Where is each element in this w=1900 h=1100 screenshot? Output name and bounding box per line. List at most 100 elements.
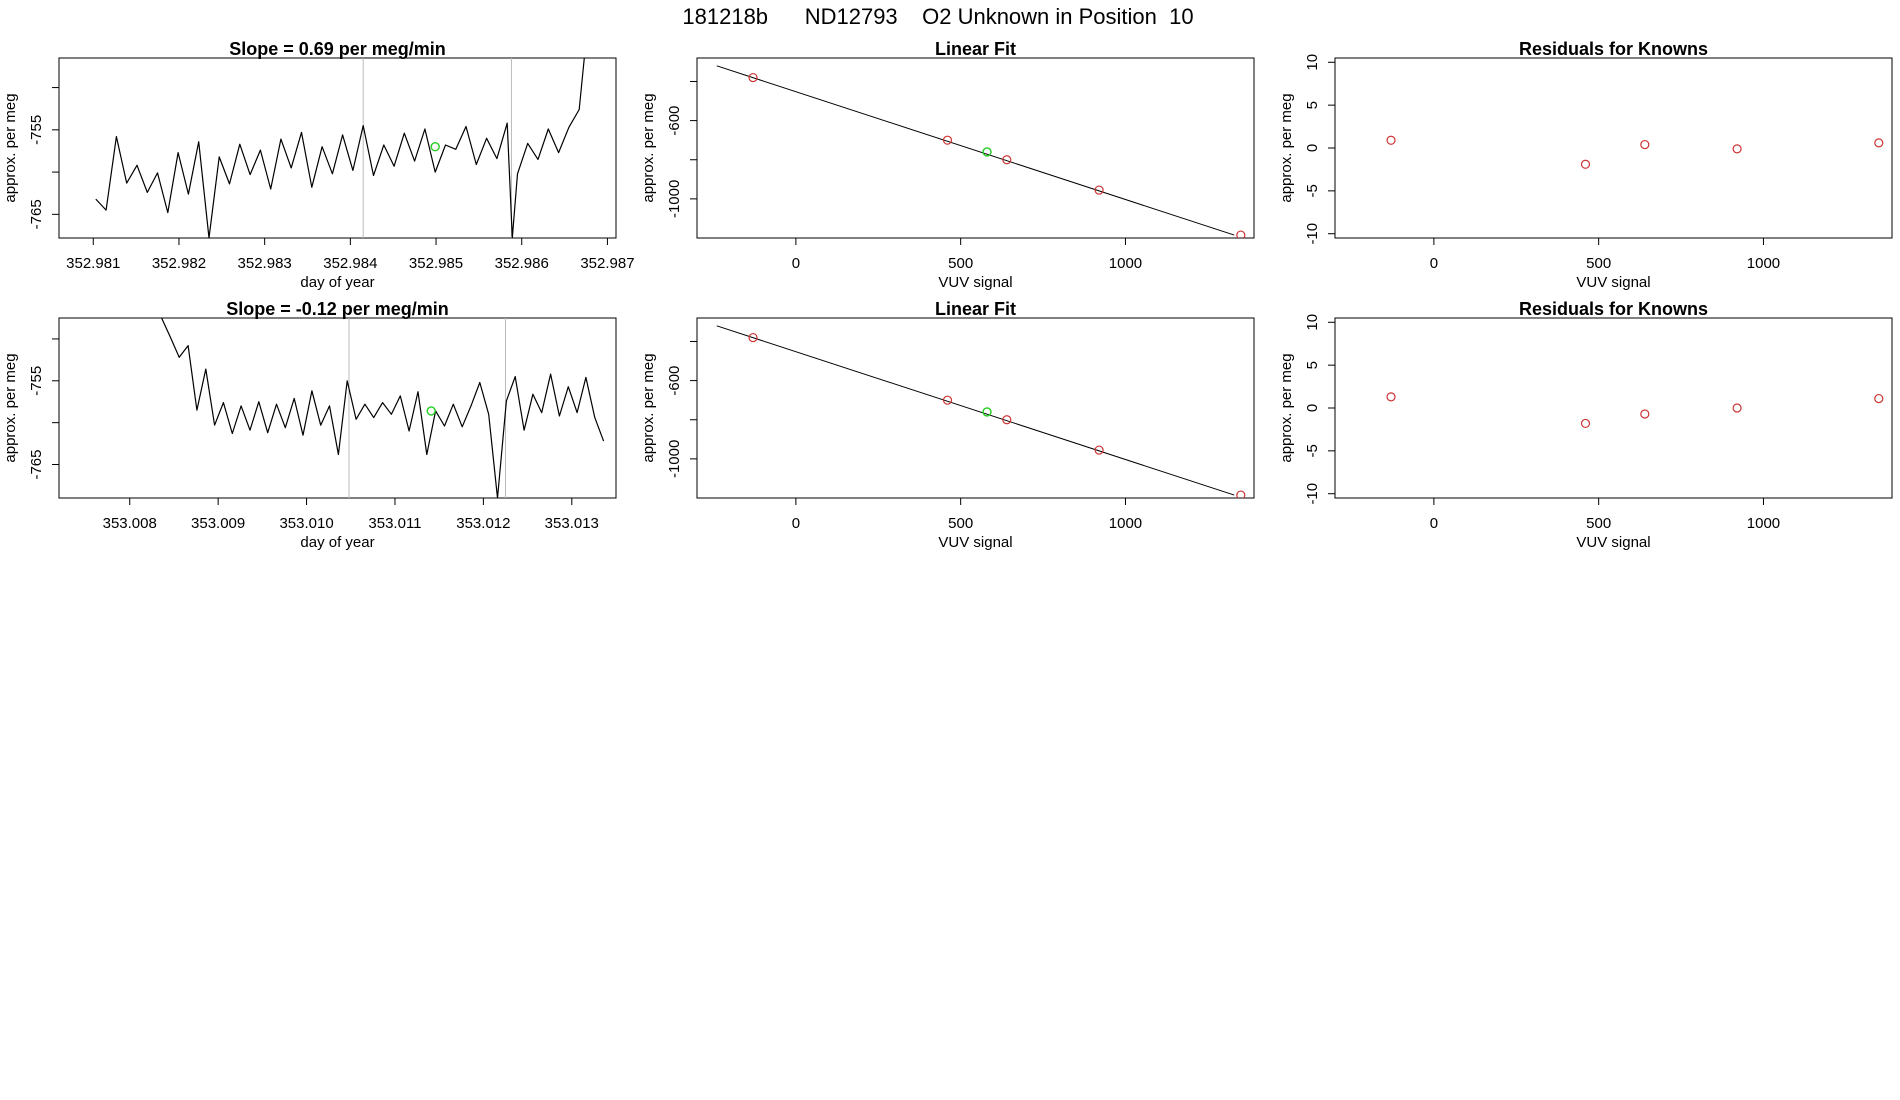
x-axis: 0 500 1000: [792, 237, 1142, 272]
y-tick-label: -1000: [666, 180, 683, 218]
known-point: [1236, 230, 1246, 238]
x-axis: 353.008 353.009 353.010 353.011 353.012 353.0…: [103, 497, 599, 532]
y-axis: 10 5 0 -5 -10: [1304, 54, 1336, 245]
known-point: [942, 395, 953, 405]
y-axis-label: approx. per meg: [2, 93, 19, 202]
chart-title: Slope = 0.69 per meg/min: [229, 39, 446, 59]
unknown-point: [982, 147, 992, 157]
plot-frame: [696, 317, 1255, 499]
known-point: [1002, 155, 1012, 165]
x-tick-label: 352.986: [495, 255, 549, 272]
known-point: [1386, 135, 1396, 145]
x-axis: 0 500 1000: [1430, 497, 1780, 532]
chart-title: Linear Fit: [935, 39, 1016, 59]
known-point: [1094, 445, 1104, 455]
x-tick-label: 353.009: [191, 515, 245, 532]
known-point: [1002, 415, 1012, 425]
y-axis-label: approx. per meg: [640, 93, 657, 202]
y-tick-label: 10: [1304, 54, 1321, 71]
chart-title: Residuals for Knowns: [1519, 39, 1708, 59]
plot-area: [1386, 135, 1884, 169]
x-tick-label: 352.987: [580, 255, 634, 272]
x-axis-label: VUV signal: [938, 274, 1012, 291]
x-tick-label: 352.982: [152, 255, 206, 272]
x-tick-label: 0: [1430, 515, 1438, 532]
known-point: [942, 135, 953, 145]
known-point: [748, 72, 758, 83]
y-tick-label: -5: [1304, 184, 1321, 197]
chart-panel-3: Residuals for Knowns 0 500 1000 VUV signal 10…: [1278, 39, 1893, 291]
y-tick-label: 5: [1304, 101, 1321, 109]
plot-frame: [58, 317, 617, 499]
chart-panel-2: Linear Fit 0 500 1000 VUV signal -600 -1000 app…: [640, 39, 1255, 291]
known-point: [1874, 138, 1884, 148]
y-tick-label: -10: [1304, 223, 1321, 245]
plot-area: [716, 65, 1246, 238]
x-tick-label: 500: [948, 515, 973, 532]
x-axis-label: VUV signal: [938, 534, 1012, 551]
x-axis-label: day of year: [300, 274, 374, 291]
x-axis-label: VUV signal: [1576, 274, 1650, 291]
known-point: [1640, 139, 1650, 150]
x-tick-label: 352.981: [66, 255, 120, 272]
x-tick-label: 0: [792, 255, 800, 272]
x-axis: 0 500 1000: [1430, 237, 1780, 272]
unknown-point: [982, 407, 992, 417]
chart-title: Linear Fit: [935, 299, 1016, 319]
page-title: 181218b ND12793 O2 Unknown in Position 1…: [682, 4, 1193, 29]
plot-area: [95, 58, 585, 238]
x-tick-label: 1000: [1747, 255, 1780, 272]
x-axis: 352.981 352.982 352.983 352.984 352.985 352.9…: [66, 237, 635, 272]
chart-panel-5: Linear Fit 0 500 1000 VUV signal -600 -1000 app…: [640, 299, 1255, 551]
x-tick-label: 352.985: [409, 255, 463, 272]
fit-line: [716, 65, 1235, 236]
plot-area: [161, 318, 605, 498]
x-tick-label: 0: [1430, 255, 1438, 272]
y-tick-label: -5: [1304, 444, 1321, 457]
x-tick-label: 353.011: [368, 515, 421, 532]
x-tick-label: 352.983: [238, 255, 292, 272]
y-axis-label: approx. per meg: [2, 353, 19, 462]
y-axis: -755 -765: [28, 338, 60, 480]
x-tick-label: 353.013: [545, 515, 599, 532]
y-tick-label: -765: [28, 199, 45, 229]
y-axis-label: approx. per meg: [1278, 353, 1295, 462]
plot-frame: [1334, 317, 1893, 499]
y-axis-label: approx. per meg: [1278, 93, 1295, 202]
known-point: [1874, 393, 1884, 404]
known-point: [748, 332, 758, 343]
unknown-point: [430, 142, 440, 152]
x-tick-label: 353.012: [456, 515, 510, 532]
y-tick-label: 0: [1304, 144, 1321, 152]
x-tick-label: 500: [1586, 515, 1611, 532]
y-tick-label: -10: [1304, 483, 1321, 505]
x-axis-label: day of year: [300, 534, 374, 551]
known-point: [1580, 418, 1591, 429]
x-tick-label: 1000: [1109, 255, 1142, 272]
data-trace-line: [95, 58, 585, 238]
y-tick-label: 5: [1304, 361, 1321, 369]
known-point: [1732, 403, 1742, 413]
y-tick-label: -755: [28, 115, 45, 145]
x-tick-label: 1000: [1747, 515, 1780, 532]
x-axis-label: VUV signal: [1576, 534, 1650, 551]
y-tick-label: -765: [28, 449, 45, 479]
x-axis: 0 500 1000: [792, 497, 1142, 532]
y-tick-label: -755: [28, 366, 45, 396]
y-tick-label: -600: [666, 106, 683, 136]
y-axis: -755 -765: [28, 87, 60, 229]
y-tick-label: 10: [1304, 314, 1321, 331]
x-tick-label: 0: [792, 515, 800, 532]
x-tick-label: 352.984: [323, 255, 377, 272]
y-axis: 10 5 0 -5 -10: [1304, 314, 1336, 505]
x-tick-label: 353.008: [103, 515, 157, 532]
unknown-point: [426, 406, 436, 416]
known-point: [1236, 490, 1246, 498]
plot-frame: [696, 57, 1255, 239]
known-point: [1094, 185, 1104, 195]
y-axis: -600 -1000: [666, 80, 698, 218]
y-tick-label: -600: [666, 366, 683, 396]
fit-line: [716, 325, 1235, 496]
